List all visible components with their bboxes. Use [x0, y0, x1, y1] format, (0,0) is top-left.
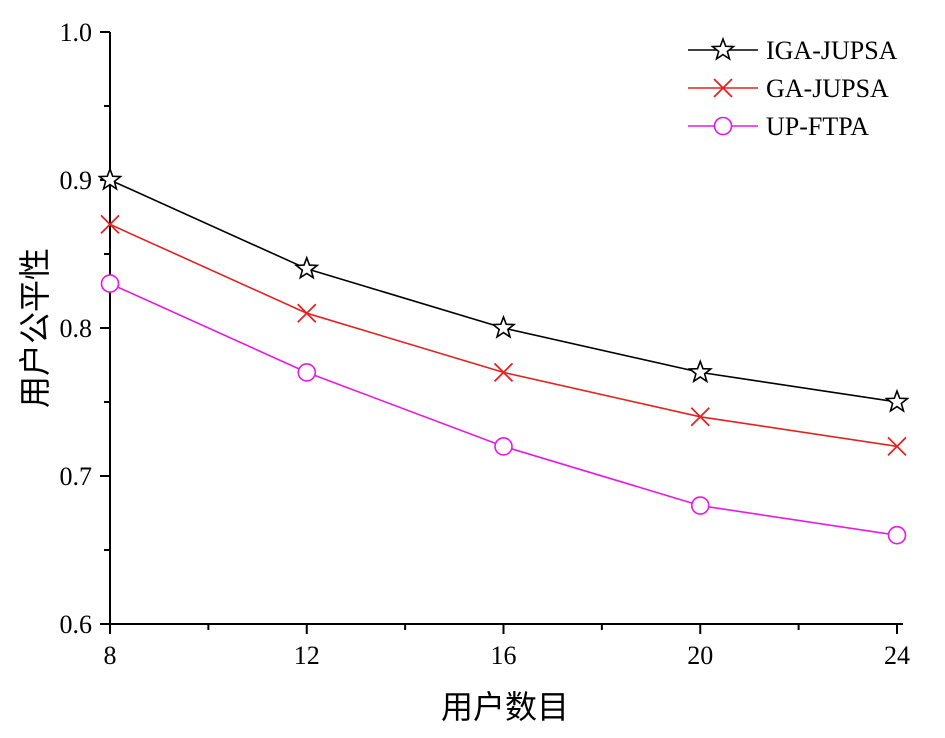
x-marker: [887, 436, 907, 457]
data-point: [690, 407, 710, 427]
x-tick-label: 24: [884, 641, 910, 670]
series-line-ga-jupsa: [109, 223, 898, 448]
x-marker-stroke: [493, 362, 514, 383]
y-tick-label: 0.8: [60, 314, 93, 343]
data-point: [297, 303, 317, 323]
circle-marker: [100, 274, 120, 293]
x-marker: [713, 78, 733, 98]
x-marker-stroke: [887, 436, 907, 457]
star-marker: [710, 36, 736, 61]
x-marker: [297, 303, 317, 323]
circle-marker: [494, 437, 513, 456]
series-line-iga-jupsa: [109, 179, 898, 403]
y-tick-label: 0.9: [60, 166, 93, 195]
data-point: [884, 388, 910, 413]
data-point: [297, 363, 317, 382]
y-tick-label: 0.7: [60, 462, 93, 491]
data-point: [97, 166, 123, 191]
series-ga-jupsa: [100, 214, 907, 457]
x-marker-stroke: [297, 303, 317, 323]
series-iga-jupsa: [97, 166, 910, 413]
star-marker: [687, 359, 713, 384]
x-tick-label: 8: [104, 641, 117, 670]
x-marker: [100, 214, 120, 235]
data-point: [294, 255, 320, 280]
x-marker: [690, 407, 710, 427]
y-tick-label: 0.6: [60, 610, 93, 639]
data-point: [494, 437, 513, 456]
x-marker: [493, 362, 514, 383]
circle-marker: [690, 496, 710, 515]
data-point: [100, 274, 120, 293]
y-tick-label: 1.0: [60, 18, 93, 47]
x-axis-title: 用户数目: [441, 689, 569, 725]
legend: IGA-JUPSA GA-JUPSA UP-FTPA: [688, 36, 898, 141]
x-marker-stroke: [713, 78, 733, 98]
legend-item-iga-jupsa: IGA-JUPSA: [688, 36, 898, 65]
x-marker-stroke: [690, 407, 710, 427]
legend-label: IGA-JUPSA: [766, 36, 898, 65]
circle-marker: [297, 363, 317, 382]
x-tick-label: 16: [491, 641, 517, 670]
star-marker: [97, 166, 123, 191]
legend-item-up-ftpa: UP-FTPA: [688, 112, 869, 141]
x-tick-label: 20: [687, 641, 713, 670]
data-point: [887, 525, 907, 545]
x-tick-label: 12: [294, 641, 320, 670]
star-marker: [294, 255, 320, 280]
circle-marker: [713, 116, 733, 136]
legend-label: GA-JUPSA: [766, 74, 889, 103]
series-layer: [97, 166, 910, 545]
data-point: [100, 214, 120, 235]
circle-marker: [887, 525, 907, 545]
star-marker: [490, 314, 517, 339]
series-up-ftpa: [100, 274, 907, 545]
data-point: [687, 359, 713, 384]
y-axis-title: 用户公平性: [17, 248, 53, 408]
star-marker: [884, 388, 910, 413]
legend-item-ga-jupsa: GA-JUPSA: [688, 74, 889, 103]
data-point: [493, 362, 514, 383]
data-point: [887, 436, 907, 457]
axes: 8 12 16 20 24 0.6 0.7 0.8 0.9 1.0: [60, 18, 911, 670]
data-point: [490, 314, 517, 339]
x-marker-stroke: [100, 214, 120, 235]
data-point: [690, 496, 710, 515]
legend-label: UP-FTPA: [766, 112, 869, 141]
